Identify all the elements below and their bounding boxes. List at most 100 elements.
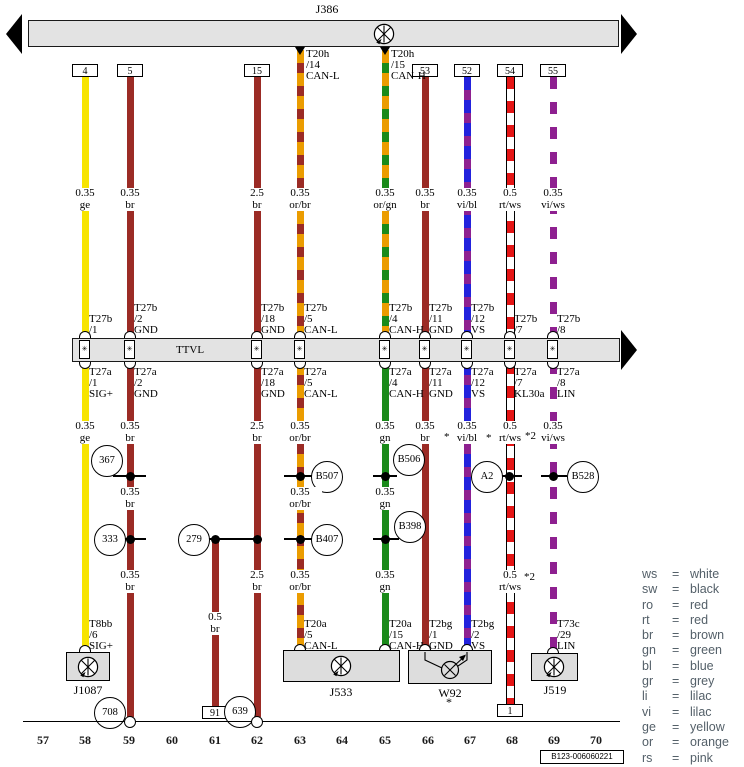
connection-symbol-icon (330, 655, 352, 677)
pin-label-t20a-15: T20a/15 CAN-H (389, 618, 424, 652)
wire-gauge-label: 0.35 or/br (278, 569, 322, 593)
bus-connector-box-icon: ✳ (294, 340, 305, 359)
connection-symbol-icon (543, 656, 565, 678)
connector-hook-icon (79, 331, 91, 338)
ref-circle-b528: B528 (567, 461, 599, 493)
pin-label-t27b-4: T27b/4 CAN-H (389, 302, 424, 336)
connector-hook-icon (504, 331, 516, 338)
pin-label-t27a-11: T27a/11 GND (429, 366, 453, 400)
connector-hook-icon (419, 644, 431, 651)
connector-hook-icon (251, 331, 263, 338)
track-number: 64 (336, 733, 348, 747)
arrow-down-icon (295, 47, 305, 55)
ref-circle-639: 639 (224, 696, 256, 728)
track-number: 58 (79, 733, 91, 747)
connector-hook-icon (294, 331, 306, 338)
pin-label-t8bb-6: T8bb/6 SIG+ (89, 618, 113, 652)
terminal-box-4: 4 (72, 64, 98, 77)
bottom-rail-line (23, 721, 620, 722)
bus-connector-box-icon: ✳ (461, 340, 472, 359)
top-bus-label: J386 (315, 2, 339, 16)
connector-hook-icon (547, 331, 559, 338)
junction-line (207, 538, 260, 540)
top-bus-bar (28, 20, 619, 47)
continuation-arrow-right-icon (621, 330, 637, 370)
pin-label-t27b-12: T27b/12 VS (471, 302, 495, 336)
wire-gauge-label: 0.5 rt/ws (488, 569, 532, 593)
track-number: 59 (123, 733, 135, 747)
bus-connector-box-icon: ✳ (251, 340, 262, 359)
junction-dot (253, 535, 262, 544)
pin-label-t27a-4: T27a/4 CAN-H (389, 366, 424, 400)
legend-row: ge = yellow (642, 719, 725, 734)
junction-dot (381, 472, 390, 481)
wire-ge-track58-lower (82, 362, 89, 652)
connector-hook-icon (461, 331, 473, 338)
footnote-marker: * (444, 431, 450, 443)
connection-symbol-icon (77, 656, 99, 678)
connector-hook-icon (379, 644, 391, 651)
ref-circle-b506: B506 (393, 444, 425, 476)
wire-gauge-label: 0.35 br (108, 486, 152, 510)
junction-dot (505, 472, 514, 481)
bus-connector-box-icon: ✳ (379, 340, 390, 359)
component-label-j533: J533 (329, 685, 353, 699)
component-label-w92: W92 (438, 686, 462, 700)
wire-gauge-label: 0.35 vi/bl (445, 187, 489, 211)
legend-row: rt = red (642, 612, 709, 627)
pin-label-t27b-18: T27b/18 GND (261, 302, 285, 336)
pin-label-t2bg-1: T2bg/1 GND (429, 618, 453, 652)
junction-dot (126, 472, 135, 481)
connector-hook-icon (419, 331, 431, 338)
pin-label-t27b-1: T27b/1 (89, 313, 113, 336)
legend-row: or = orange (642, 735, 729, 750)
ref-circle-333: 333 (94, 524, 126, 556)
ref-circle-b407: B407 (311, 524, 343, 556)
wire-gauge-label: 0.35 or/gn (363, 187, 407, 211)
track-number: 57 (37, 733, 49, 747)
arrow-down-icon (380, 47, 390, 55)
pin-label-t20a-5: T20a/5 CAN-L (304, 618, 338, 652)
track-number: 60 (166, 733, 178, 747)
pin-label-t2bg-2: T2bg/2 VS (471, 618, 495, 652)
pin-label-t27a-1: T27a/1 SIG+ (89, 366, 113, 400)
pin-label-t27a-5: T27a/5 CAN-L (304, 366, 338, 400)
pin-label-t73c-29: T73c/29 LIN (557, 618, 580, 652)
connector-hook-icon (79, 645, 91, 652)
legend-row: gn = green (642, 643, 722, 658)
terminal-box-1: 1 (497, 704, 523, 717)
bus-connector-box-icon: ✳ (504, 340, 515, 359)
terminal-box-52: 52 (454, 64, 480, 77)
wire-rtws-track68-lower (506, 362, 515, 704)
track-number: 69 (548, 733, 560, 747)
wire-gauge-label: 0.35 br (108, 569, 152, 593)
pin-label-t27a-12: T27a/12 VS (471, 366, 494, 400)
continuation-arrow-right-icon (621, 14, 637, 54)
pin-label-t27a-8: T27a/8 LIN (557, 366, 580, 400)
wire-gauge-label: 0.35 ge (63, 420, 107, 444)
connector-hook-icon (461, 644, 473, 651)
pin-label-t27b-7: T27b/7 (514, 313, 538, 336)
connector-hook-icon (379, 331, 391, 338)
legend-row: br = brown (642, 628, 725, 643)
wire-vibl-track67-lower (464, 362, 471, 650)
track-number: 65 (379, 733, 391, 747)
ground-connection-icon (124, 716, 136, 728)
diagram-id-label: B123-006060221 (540, 750, 624, 764)
footnote-marker: * (486, 432, 492, 444)
connection-symbol-icon (373, 23, 395, 45)
bus-connector-box-icon: ✳ (547, 340, 558, 359)
ref-circle-367: 367 (91, 445, 123, 477)
pin-label-t27a-18: T27a/18 GND (261, 366, 285, 400)
ref-circle-279: 279 (178, 524, 210, 556)
wire-gauge-label: 0.35 br (403, 187, 447, 211)
pin-label-t27b-5: T27b/5 CAN-L (304, 302, 338, 336)
legend-row: sw = black (642, 582, 720, 597)
continuation-arrow-left-icon (6, 14, 22, 54)
bus-connector-box-icon: ✳ (79, 340, 90, 359)
track-number: 68 (506, 733, 518, 747)
wire-gauge-label: 2.5 br (235, 187, 279, 211)
wire-gauge-label: 0.35 or/br (278, 420, 322, 444)
connector-hook-icon (124, 331, 136, 338)
wire-gauge-label: 0.35 br (403, 420, 447, 444)
